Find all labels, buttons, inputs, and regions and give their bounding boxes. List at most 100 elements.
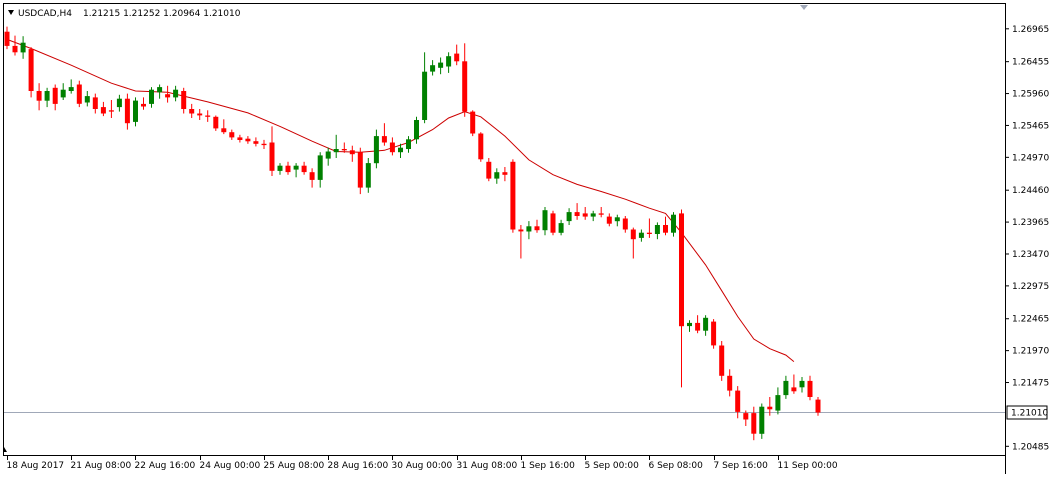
candle-16 [133, 97, 138, 127]
time-tick-label-3: 24 Aug 00:00 [200, 461, 261, 471]
chart-shift-marker-icon[interactable] [800, 5, 808, 10]
time-tick-label-2: 22 Aug 16:00 [135, 461, 196, 471]
price-tick-label-8: 1.22975 [1012, 282, 1049, 292]
price-tick-label-9: 1.22465 [1012, 315, 1049, 325]
candle-66 [534, 219, 540, 233]
candle-94 [759, 403, 765, 439]
price-tick-label-2: 1.25960 [1012, 90, 1049, 100]
candle-14 [116, 94, 122, 112]
candle-body-55 [446, 56, 452, 67]
time-tick-label-1: 21 Aug 08:00 [71, 461, 132, 471]
candle-39 [317, 152, 323, 188]
candle-28 [229, 129, 235, 140]
candle-15 [124, 93, 130, 130]
candle-body-14 [116, 98, 122, 108]
candle-body-23 [189, 109, 195, 114]
candle-22 [181, 87, 187, 114]
candle-body-32 [261, 143, 267, 146]
candle-79 [638, 229, 644, 242]
candle-23 [189, 103, 195, 118]
candle-body-61 [494, 172, 500, 179]
candle-53 [430, 60, 436, 76]
candle-body-12 [100, 107, 106, 114]
candle-body-68 [550, 213, 556, 233]
candle-19 [157, 84, 163, 99]
candle-body-52 [422, 71, 428, 120]
candle-body-13 [108, 110, 114, 112]
candle-34 [277, 163, 283, 175]
candle-body-87 [703, 317, 709, 331]
candle-body-84 [679, 213, 684, 327]
candle-body-96 [775, 395, 781, 411]
candle-96 [775, 387, 781, 415]
candle-body-53 [430, 65, 436, 72]
candle-body-3 [28, 49, 34, 91]
candle-52 [422, 52, 428, 124]
candle-4 [36, 83, 42, 111]
candle-97 [783, 375, 789, 399]
candle-body-8 [68, 87, 74, 91]
candle-50 [406, 136, 411, 153]
candle-body-24 [197, 113, 203, 116]
candle-98 [791, 374, 797, 394]
time-tick-label-9: 5 Sep 00:00 [585, 461, 640, 471]
candle-86 [695, 315, 701, 334]
candle-25 [205, 110, 211, 122]
candle-82 [663, 216, 668, 236]
candle-body-39 [317, 155, 323, 180]
candle-body-57 [462, 61, 468, 112]
candle-90 [727, 369, 733, 397]
candle-9 [76, 80, 82, 108]
candle-body-35 [285, 165, 291, 173]
candle-body-59 [478, 133, 484, 160]
candle-31 [253, 137, 259, 147]
candle-body-74 [598, 213, 604, 215]
candle-body-16 [133, 100, 138, 122]
candle-body-38 [309, 172, 315, 180]
candle-body-101 [815, 399, 821, 413]
candle-26 [213, 115, 219, 131]
candle-body-65 [526, 226, 532, 232]
candle-1 [12, 35, 18, 56]
candle-body-25 [205, 115, 211, 117]
candle-body-37 [301, 165, 307, 173]
candle-body-43 [349, 150, 355, 155]
current-price-label: 1.21010 [1006, 405, 1048, 420]
candle-body-72 [582, 213, 588, 217]
time-tick-label-4: 25 Aug 08:00 [264, 461, 325, 471]
candle-body-79 [638, 232, 644, 238]
candle-47 [381, 123, 387, 146]
candle-body-20 [165, 94, 171, 98]
price-tick-label-3: 1.25465 [1012, 121, 1049, 131]
candle-64 [518, 225, 524, 259]
candle-body-99 [799, 380, 805, 388]
candle-body-56 [454, 53, 460, 62]
candle-body-0 [4, 31, 10, 46]
candle-body-75 [606, 216, 612, 224]
candle-body-85 [687, 322, 692, 327]
candle-41 [333, 134, 339, 158]
candle-body-17 [141, 103, 146, 107]
candle-89 [719, 341, 725, 381]
candle-62 [502, 167, 508, 182]
candle-58 [470, 110, 476, 137]
price-tick-label-5: 1.24460 [1012, 186, 1049, 196]
price-tick-label-10: 1.21970 [1012, 347, 1049, 357]
candle-7 [60, 83, 66, 100]
time-tick-label-6: 30 Aug 00:00 [392, 461, 453, 471]
candle-body-54 [438, 62, 444, 68]
candle-body-90 [727, 375, 733, 391]
candle-body-30 [245, 138, 251, 142]
candle-body-41 [333, 149, 339, 153]
candle-100 [807, 375, 813, 401]
triangle-down-icon[interactable] [8, 10, 14, 15]
candle-body-5 [44, 91, 50, 101]
candle-body-73 [590, 213, 596, 217]
candle-8 [68, 79, 74, 94]
time-tick-label-10: 6 Sep 08:00 [649, 461, 704, 471]
candle-body-100 [807, 380, 813, 397]
candle-93 [751, 406, 757, 441]
